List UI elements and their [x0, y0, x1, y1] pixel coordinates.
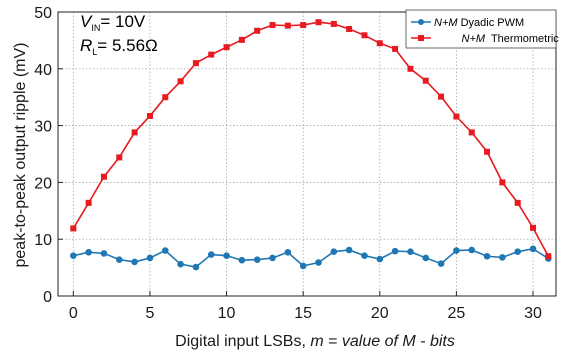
series-dyadic — [70, 245, 552, 271]
data-point-dyadic — [269, 254, 276, 262]
y-tick-label: 20 — [34, 175, 52, 192]
data-point-dyadic — [177, 260, 184, 268]
x-tick-label: 5 — [145, 305, 154, 322]
data-point-thermometric — [484, 148, 491, 155]
series-thermometric — [70, 19, 552, 260]
plot-frame — [57, 11, 557, 297]
data-point-thermometric — [131, 129, 138, 136]
x-tick-label: 15 — [294, 305, 312, 322]
data-point-thermometric — [177, 78, 184, 85]
data-point-dyadic — [330, 248, 338, 255]
data-point-thermometric — [499, 179, 506, 186]
axes-frame — [57, 11, 557, 297]
legend-box — [405, 9, 557, 49]
vin-annotation: VIN= 10V — [80, 12, 146, 33]
data-point-thermometric — [468, 129, 475, 136]
data-point-dyadic — [437, 260, 445, 267]
data-point-thermometric — [438, 93, 445, 100]
data-point-dyadic — [483, 252, 491, 260]
x-tick-label: 20 — [371, 305, 389, 322]
x-tick-label: 25 — [448, 305, 466, 322]
tick-labels: 0 5 10 15 20 25 30 0 10 20 30 40 50 — [34, 5, 542, 322]
data-point-dyadic — [85, 248, 92, 256]
data-point-thermometric — [254, 27, 261, 34]
data-point-thermometric — [376, 40, 383, 47]
data-point-thermometric — [346, 26, 353, 33]
data-point-dyadic — [207, 251, 215, 258]
data-point-thermometric — [162, 94, 169, 101]
legend-entry-dyadic: N+M Dyadic PWM — [411, 17, 524, 29]
data-point-thermometric — [116, 154, 123, 161]
data-point-dyadic — [299, 262, 307, 270]
data-point-dyadic — [70, 252, 77, 259]
data-point-thermometric — [269, 22, 276, 29]
data-point-dyadic — [161, 247, 169, 254]
data-point-thermometric — [407, 65, 414, 72]
data-point-thermometric — [315, 19, 322, 26]
data-point-thermometric — [300, 22, 307, 29]
data-point-thermometric — [223, 44, 230, 51]
data-point-dyadic — [422, 254, 430, 262]
data-point-dyadic — [453, 247, 460, 254]
series-line-dyadic — [73, 248, 549, 268]
data-point-dyadic — [345, 246, 353, 254]
data-point-dyadic — [391, 247, 399, 255]
data-point-dyadic — [115, 256, 123, 263]
data-point-dyadic — [514, 248, 521, 255]
x-tick-label: 30 — [524, 305, 542, 322]
data-point-thermometric — [422, 77, 429, 84]
y-tick-label: 40 — [34, 62, 52, 79]
data-point-dyadic — [253, 256, 261, 263]
data-point-dyadic — [529, 245, 537, 253]
data-point-thermometric — [453, 113, 460, 120]
conditions-annotation: VIN= 10V RL= 5.56Ω — [80, 12, 158, 57]
data-point-thermometric — [238, 36, 245, 43]
y-tick-label: 0 — [43, 289, 52, 306]
x-axis-label: Digital input LSBs, m = value of M - bit… — [175, 333, 455, 350]
data-point-thermometric — [545, 253, 552, 260]
data-point-dyadic — [499, 254, 506, 261]
data-point-thermometric — [530, 224, 537, 231]
data-point-dyadic — [315, 259, 322, 266]
y-tick-label: 10 — [34, 232, 52, 249]
legend-label-dyadic: N+M Dyadic PWM — [434, 17, 524, 29]
rl-annotation: RL= 5.56Ω — [80, 36, 158, 57]
data-point-thermometric — [192, 60, 199, 67]
data-point-dyadic — [131, 258, 138, 266]
legend-entry-thermometric: N+M Thermometric — [411, 33, 561, 45]
series-layer — [70, 19, 552, 271]
data-point-thermometric — [361, 32, 368, 39]
legend: N+M Dyadic PWM N+M Thermometric — [405, 9, 561, 49]
series-line-thermometric — [72, 21, 550, 257]
data-point-thermometric — [330, 20, 337, 27]
y-tick-label: 30 — [34, 119, 52, 136]
data-point-dyadic — [361, 252, 368, 259]
legend-marker-dyadic — [418, 19, 424, 25]
data-point-thermometric — [85, 199, 92, 206]
data-point-dyadic — [407, 248, 414, 255]
data-point-thermometric — [514, 199, 521, 206]
data-point-thermometric — [208, 51, 215, 58]
legend-marker-thermometric — [418, 35, 424, 41]
data-point-thermometric — [284, 22, 291, 29]
data-point-dyadic — [100, 250, 108, 257]
data-point-dyadic — [223, 252, 230, 259]
data-point-dyadic — [238, 256, 246, 264]
data-point-dyadic — [376, 255, 384, 263]
x-tick-label: 0 — [69, 305, 78, 322]
data-point-thermometric — [100, 173, 107, 180]
data-point-dyadic — [146, 254, 154, 262]
y-tick-label: 50 — [34, 5, 52, 22]
data-point-thermometric — [146, 112, 153, 119]
data-point-thermometric — [392, 45, 399, 52]
data-point-dyadic — [468, 246, 476, 254]
data-point-thermometric — [70, 225, 77, 232]
data-point-dyadic — [192, 263, 200, 271]
legend-label-thermometric: N+M Thermometric — [434, 33, 561, 45]
data-point-dyadic — [284, 248, 292, 256]
y-axis-label: peak-to-peak output ripple (mV) — [12, 43, 29, 268]
x-tick-label: 10 — [218, 305, 236, 322]
